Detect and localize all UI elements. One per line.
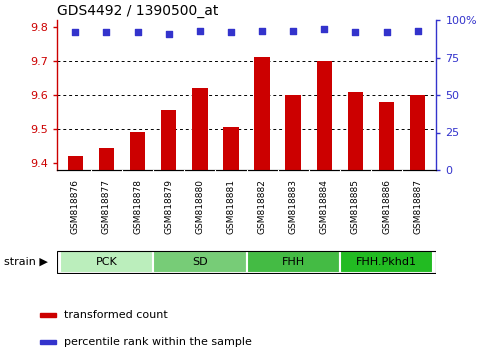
Text: GSM818882: GSM818882	[257, 179, 267, 234]
Point	[383, 29, 390, 35]
Bar	[99, 148, 114, 170]
Text: GDS4492 / 1390500_at: GDS4492 / 1390500_at	[57, 4, 218, 18]
Text: GSM818879: GSM818879	[164, 179, 173, 234]
Text: GSM818877: GSM818877	[102, 179, 111, 234]
Bar	[40, 313, 56, 318]
Text: percentile rank within the sample: percentile rank within the sample	[65, 337, 252, 347]
Bar	[192, 88, 208, 170]
Text: GSM818884: GSM818884	[320, 179, 329, 234]
Bar	[130, 132, 145, 170]
Bar	[254, 57, 270, 170]
Text: GSM818876: GSM818876	[71, 179, 80, 234]
Bar	[317, 61, 332, 170]
Point	[227, 29, 235, 35]
Text: PCK: PCK	[96, 257, 117, 267]
Point	[71, 29, 79, 35]
Text: transformed count: transformed count	[65, 310, 168, 320]
Point	[289, 28, 297, 33]
Point	[165, 31, 173, 36]
Text: GSM818886: GSM818886	[382, 179, 391, 234]
Bar	[410, 95, 425, 170]
Point	[134, 29, 141, 35]
Point	[103, 29, 110, 35]
Text: GSM818880: GSM818880	[195, 179, 204, 234]
Bar	[153, 251, 246, 273]
Text: FHH: FHH	[282, 257, 305, 267]
Point	[414, 28, 422, 33]
Text: GSM818887: GSM818887	[413, 179, 422, 234]
Bar	[223, 127, 239, 170]
Bar	[40, 339, 56, 344]
Text: GSM818881: GSM818881	[226, 179, 236, 234]
Bar	[60, 251, 153, 273]
Bar	[68, 156, 83, 170]
Bar	[340, 251, 433, 273]
Text: GSM818883: GSM818883	[289, 179, 298, 234]
Bar	[246, 251, 340, 273]
Text: strain ▶: strain ▶	[4, 257, 48, 267]
Point	[320, 26, 328, 32]
Text: SD: SD	[192, 257, 208, 267]
Point	[196, 28, 204, 33]
Bar	[379, 102, 394, 170]
Bar	[285, 95, 301, 170]
Point	[258, 28, 266, 33]
Bar	[161, 110, 176, 170]
Text: GSM818878: GSM818878	[133, 179, 142, 234]
Bar	[348, 92, 363, 170]
Text: FHH.Pkhd1: FHH.Pkhd1	[356, 257, 417, 267]
Point	[352, 29, 359, 35]
Text: GSM818885: GSM818885	[351, 179, 360, 234]
